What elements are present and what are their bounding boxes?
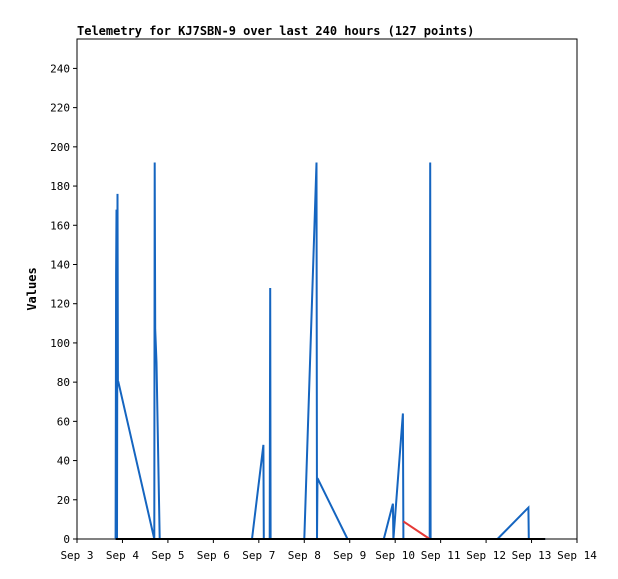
x-tick-label: Sep 5: [151, 549, 184, 562]
plot-frame: [76, 38, 578, 540]
x-tick-label: Sep 3: [60, 549, 93, 562]
y-tick-label: 20: [57, 494, 70, 507]
y-tick-label: 180: [50, 180, 70, 193]
y-axis: 0 20 40 60 80 100 120 140 160 180 200 220 240: [50, 62, 77, 546]
series-group: [114, 162, 546, 540]
y-tick-label: 40: [57, 455, 70, 468]
x-tick-label: Sep 14: [557, 549, 597, 562]
x-tick-label: Sep 6: [197, 549, 230, 562]
chart-title: Telemetry for KJ7SBN-9 over last 240 hou…: [77, 24, 474, 38]
y-tick-label: 0: [63, 533, 70, 546]
x-tick-label: Sep 10: [375, 549, 415, 562]
y-tick-label: 120: [50, 298, 70, 311]
series-line-1: [114, 162, 546, 540]
series-line-2: [402, 520, 431, 540]
x-tick-label: Sep 12: [466, 549, 506, 562]
y-tick-label: 160: [50, 219, 70, 232]
x-axis: Sep 3 Sep 4 Sep 5 Sep 6 Sep 7 Sep 8 Sep 9 Sep 1…: [60, 539, 597, 562]
x-tick-label: Sep 4: [106, 549, 139, 562]
x-tick-label: Sep 13: [512, 549, 552, 562]
y-tick-label: 80: [57, 376, 70, 389]
y-tick-label: 240: [50, 62, 70, 75]
y-tick-label: 60: [57, 415, 70, 428]
y-axis-label: Values: [25, 267, 39, 310]
x-tick-label: Sep 11: [421, 549, 461, 562]
y-tick-label: 100: [50, 337, 70, 350]
x-tick-label: Sep 7: [242, 549, 275, 562]
y-tick-label: 220: [50, 102, 70, 115]
y-tick-label: 200: [50, 141, 70, 154]
x-tick-label: Sep 9: [333, 549, 366, 562]
y-tick-label: 140: [50, 258, 70, 271]
x-tick-label: Sep 8: [288, 549, 321, 562]
